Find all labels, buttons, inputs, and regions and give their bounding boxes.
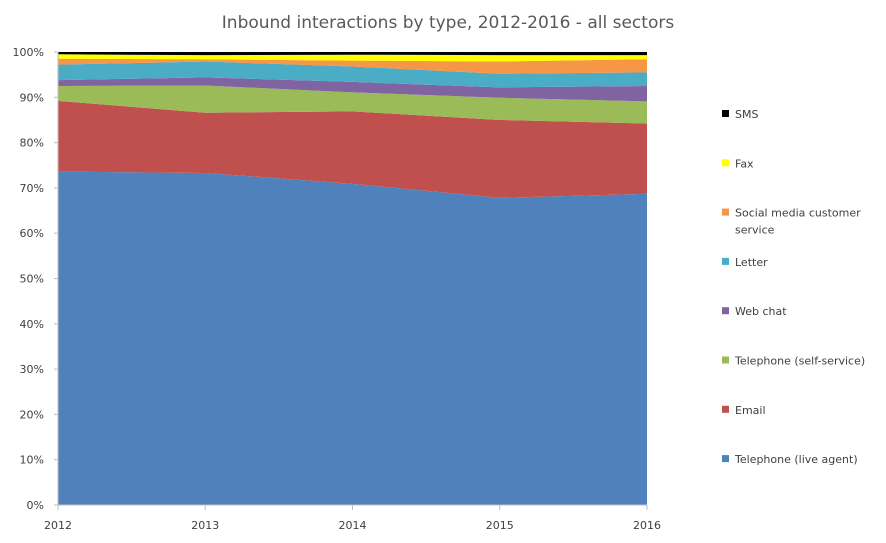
legend-label-email: Email [735, 404, 766, 417]
legend: SMS Fax Social media customer service Letter… [722, 108, 865, 466]
legend-label-telephone-live-agent: Telephone (live agent) [734, 453, 858, 466]
area-sms [58, 52, 647, 56]
legend-label-letter: Letter [735, 256, 768, 269]
y-tick-label: 10% [20, 454, 44, 467]
y-tick-label: 60% [20, 227, 44, 240]
legend-swatch-email [722, 405, 729, 413]
y-tick-label: 20% [20, 408, 44, 421]
area-email [58, 100, 647, 198]
area-web-chat [58, 77, 647, 102]
x-tick-label: 2016 [633, 519, 661, 532]
y-tick-label: 100% [13, 46, 44, 59]
area-social-media-customer-service [58, 58, 647, 74]
area-fax [58, 54, 647, 62]
y-axis: 0% 10% 20% 30% 40% 50% 60% 70% 80% 90% 100% [13, 46, 59, 512]
y-tick-label: 80% [20, 137, 44, 150]
legend-swatch-social-media-customer-service [722, 208, 729, 216]
x-tick-label: 2013 [191, 519, 219, 532]
area-telephone-live-agent [58, 171, 647, 505]
legend-label-fax: Fax [735, 157, 754, 170]
x-tick-label: 2012 [44, 519, 72, 532]
y-tick-label: 0% [27, 499, 44, 512]
legend-swatch-sms [722, 110, 729, 117]
area-telephone-self-service [58, 85, 647, 124]
legend-label-sms: SMS [735, 108, 758, 121]
y-tick-label: 40% [20, 318, 44, 331]
legend-swatch-fax [722, 159, 729, 167]
y-tick-label: 50% [20, 273, 44, 286]
x-axis: 2012 2013 2014 2015 2016 [44, 504, 661, 532]
legend-label-telephone-self-service: Telephone (self-service) [734, 355, 865, 368]
area-letter [58, 61, 647, 88]
y-tick-label: 30% [20, 363, 44, 376]
legend-swatch-telephone-self-service [722, 356, 729, 364]
legend-swatch-letter [722, 257, 729, 265]
legend-swatch-telephone-live-agent [722, 455, 729, 463]
x-tick-label: 2014 [339, 519, 367, 532]
legend-label-social-media-customer-service: Social media customer service [735, 207, 861, 237]
x-tick-label: 2015 [486, 519, 514, 532]
plot-areas [58, 52, 647, 505]
y-tick-label: 90% [20, 91, 44, 104]
chart-title: Inbound interactions by type, 2012-2016 … [222, 13, 675, 33]
legend-swatch-web-chat [722, 307, 729, 315]
legend-label-web-chat: Web chat [735, 305, 787, 318]
y-tick-label: 70% [20, 182, 44, 195]
